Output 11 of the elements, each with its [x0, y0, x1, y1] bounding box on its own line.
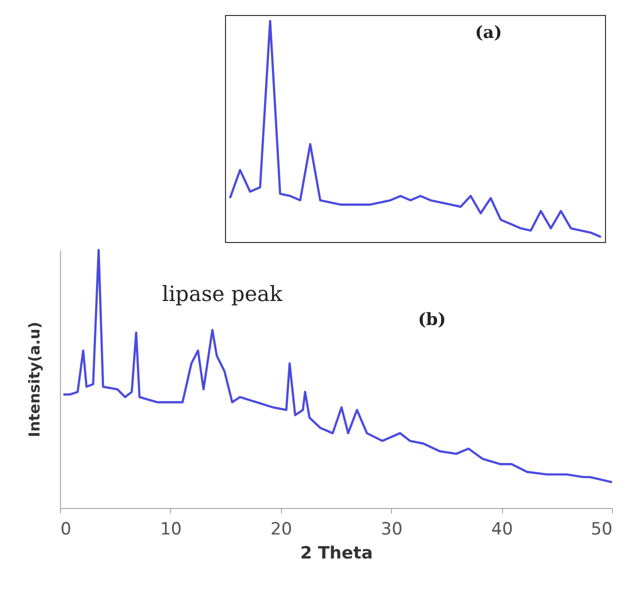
x-tick-label: 20: [270, 520, 292, 540]
x-tick-label: 10: [160, 520, 182, 540]
y-axis-title: Intensity(a.u): [26, 322, 44, 438]
x-tick-label: 50: [590, 520, 612, 540]
annotation: (b): [418, 310, 446, 330]
annotation: lipase peak: [162, 282, 282, 306]
annotation: (a): [475, 23, 502, 43]
x-tick-label: 40: [491, 520, 513, 540]
x-tick-label: 30: [380, 520, 403, 540]
x-axis-title: 2 Theta: [300, 544, 373, 564]
x-tick-label: 0: [60, 520, 72, 540]
